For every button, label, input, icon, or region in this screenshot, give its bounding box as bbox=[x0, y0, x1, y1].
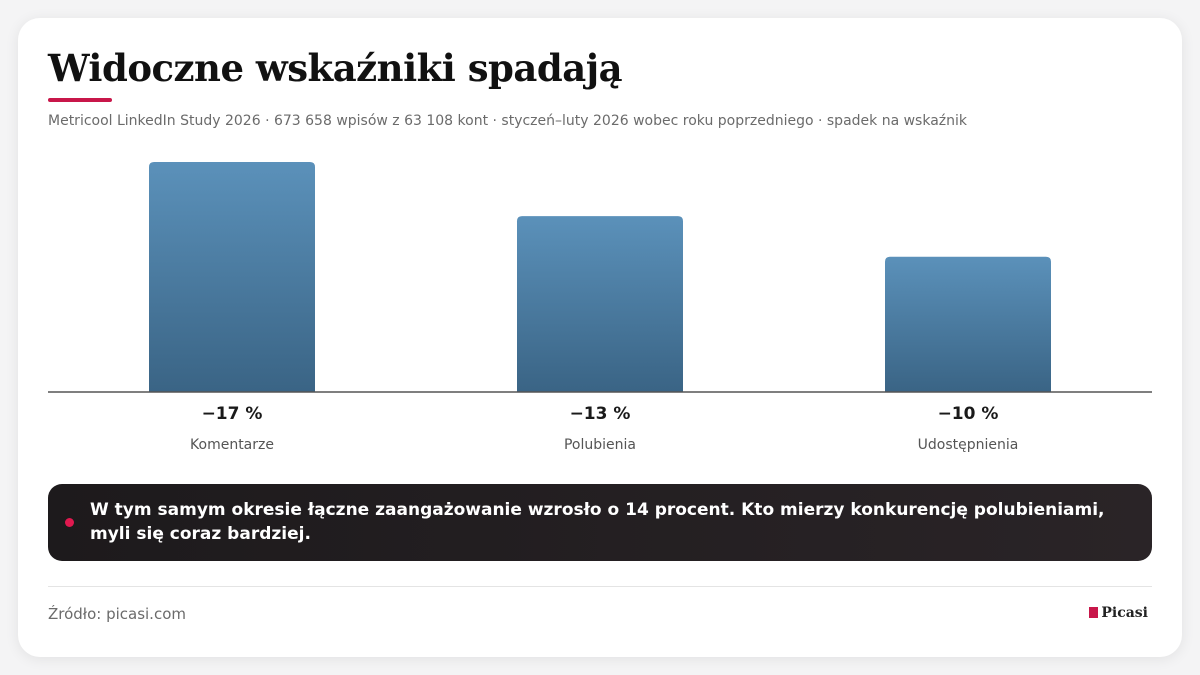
divider bbox=[48, 586, 1152, 587]
value-label: −17 % bbox=[202, 404, 263, 424]
brand-logo: Picasi bbox=[1089, 605, 1148, 621]
value-label: −10 % bbox=[938, 404, 999, 424]
bar bbox=[885, 256, 1051, 392]
callout-text: W tym samym okresie łączne zaangażowanie… bbox=[90, 500, 1105, 544]
source: Źródło: picasi.com bbox=[48, 605, 186, 623]
title-accent bbox=[48, 98, 112, 102]
x-tick-label: Komentarze bbox=[190, 437, 274, 453]
callout-dot bbox=[65, 518, 74, 527]
bar bbox=[149, 162, 315, 392]
x-tick-label: Udostępnienia bbox=[918, 437, 1019, 453]
subtitle: Metricool LinkedIn Study 2026 · 673 658 … bbox=[48, 113, 968, 129]
x-tick-label: Polubienia bbox=[564, 437, 636, 453]
bar bbox=[517, 216, 683, 392]
callout: W tym samym okresie łączne zaangażowanie… bbox=[48, 484, 1152, 561]
chart: −17 % Komentarze −13 % Polubienia −10 % Udost… bbox=[48, 162, 1152, 453]
value-label: −13 % bbox=[570, 404, 631, 424]
chart-title: Widoczne wskaźniki spadają bbox=[48, 46, 623, 90]
